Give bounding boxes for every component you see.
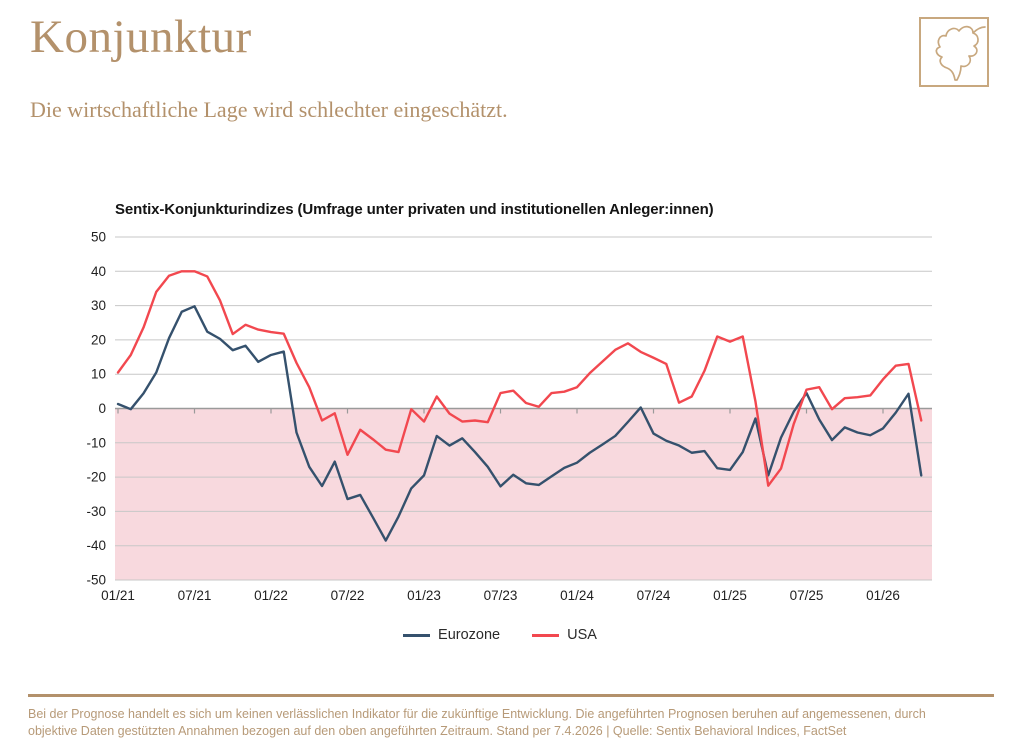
svg-text:07/24: 07/24 [637,588,671,603]
legend-label-usa: USA [567,627,597,643]
y-axis: 50 40 30 20 10 0 -10 -20 -30 -40 -50 [86,230,932,588]
usa-line-swatch [532,633,560,637]
svg-text:07/21: 07/21 [178,588,212,603]
legend-item-eurozone: Eurozone [403,627,500,643]
svg-text:-40: -40 [86,538,106,553]
svg-text:0: 0 [98,401,106,416]
usa-line [116,270,923,487]
footer-disclaimer: Bei der Prognose handelt es sich um kein… [28,706,988,739]
svg-text:-50: -50 [86,573,106,588]
svg-text:-10: -10 [86,435,106,450]
svg-text:50: 50 [91,230,106,245]
negative-region [115,408,932,580]
page-title: Konjunktur [30,11,252,63]
eurozone-line [116,305,923,542]
footer-divider [28,694,994,697]
page-subtitle: Die wirtschaftliche Lage wird schlechter… [30,97,508,122]
chart-title: Sentix-Konjunkturindizes (Umfrage unter … [115,201,714,218]
legend-label-eurozone: Eurozone [438,627,501,643]
svg-text:30: 30 [91,298,106,313]
svg-text:01/26: 01/26 [866,588,900,603]
footer-line-1: Bei der Prognose handelt es sich um kein… [28,707,926,721]
svg-text:-20: -20 [86,470,106,485]
svg-text:01/25: 01/25 [713,588,747,603]
svg-text:-30: -30 [86,504,106,519]
eurozone-line-swatch [403,633,431,637]
svg-text:07/22: 07/22 [331,588,365,603]
chart-legend: Eurozone USA [55,627,945,643]
footer-line-2: objektive Daten gestützten Annahmen bezo… [28,723,847,738]
svg-text:10: 10 [91,367,106,382]
svg-text:20: 20 [91,332,106,347]
svg-text:01/21: 01/21 [101,588,135,603]
svg-text:40: 40 [91,264,106,279]
svg-text:01/23: 01/23 [407,588,441,603]
x-axis: 01/21 07/21 01/22 07/22 01/23 07/23 01/24 07/24… [101,408,900,603]
leaf-logo-icon [919,17,989,87]
svg-text:01/24: 01/24 [560,588,594,603]
svg-text:07/25: 07/25 [790,588,824,603]
svg-text:07/23: 07/23 [484,588,518,603]
svg-text:01/22: 01/22 [254,588,288,603]
legend-item-usa: USA [532,627,597,643]
